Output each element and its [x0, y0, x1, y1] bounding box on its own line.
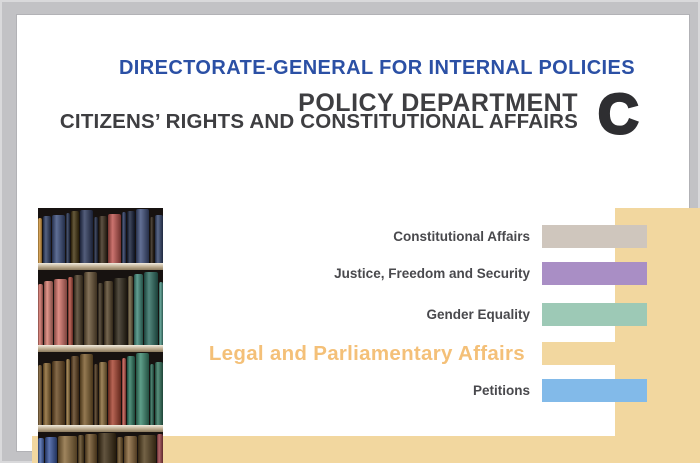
book-spine [73, 274, 83, 345]
policy-department-title: POLICY DEPARTMENT [298, 89, 578, 117]
book-spine [77, 434, 84, 463]
book-spine [53, 279, 68, 345]
book-spine [133, 273, 143, 345]
book-spine [68, 276, 73, 345]
book-spine [80, 209, 93, 263]
book-spine [84, 433, 97, 463]
book-spine [97, 432, 117, 463]
book-spine [149, 216, 154, 263]
directorate-general-heading: DIRECTORATE-GENERAL FOR INTERNAL POLICIE… [118, 57, 635, 79]
book-spine [121, 212, 126, 263]
book-spine [83, 272, 98, 345]
book-spine [154, 361, 163, 425]
citizens-rights-subtitle: CITIZENS’ RIGHTS AND CONSTITUTIONAL AFFA… [59, 110, 578, 133]
book-spine [98, 362, 108, 425]
policy-area-row-highlighted: Legal and Parliamentary Affairs [17, 342, 700, 365]
policy-area-bar [542, 262, 647, 285]
book-spine [108, 360, 121, 425]
book-spine [137, 435, 156, 463]
book-spine [98, 282, 103, 345]
bookshelf-row [38, 270, 163, 345]
policy-area-label: Petitions [472, 383, 530, 398]
book-spine [93, 217, 98, 263]
book-spine [98, 215, 108, 263]
book-spine [71, 211, 80, 263]
book-spine [124, 436, 137, 463]
book-spine [43, 281, 53, 345]
book-spine [80, 354, 93, 425]
policy-area-label: Constitutional Affairs [393, 229, 530, 244]
book-spine [117, 437, 124, 463]
book-spine [45, 436, 58, 463]
book-spine [126, 355, 136, 425]
bookshelf-row [38, 208, 163, 263]
policy-area-bar [542, 225, 647, 248]
policy-area-bar [542, 342, 647, 365]
book-spine [43, 362, 52, 425]
shelf-board [38, 263, 163, 270]
book-spine [108, 214, 121, 263]
book-spine [156, 434, 163, 463]
bookshelf-row [38, 432, 163, 463]
book-spine [65, 358, 71, 425]
beige-vertical-stripe [615, 208, 700, 463]
policy-area-row: Constitutional Affairs [17, 225, 700, 248]
book-spine [143, 271, 158, 345]
policy-area-bar [542, 303, 647, 326]
book-spine [136, 209, 149, 263]
book-spine [93, 364, 98, 425]
book-spine [71, 356, 80, 425]
policy-area-bar [542, 379, 647, 402]
book-spine [149, 363, 154, 425]
shelf-board [38, 425, 163, 432]
cover-page: Constitutional Affairs Justice, Freedom … [17, 15, 700, 463]
book-spine [128, 276, 133, 345]
book-spine [38, 217, 43, 263]
book-spine [121, 357, 126, 425]
book-spine [38, 365, 43, 425]
policy-area-label: Justice, Freedom and Security [334, 266, 530, 281]
bookshelf-row [38, 352, 163, 425]
book-spine [126, 210, 136, 263]
book-spine [52, 360, 65, 425]
book-spine [58, 435, 77, 463]
book-spine [103, 280, 113, 345]
book-spine [43, 216, 52, 263]
policy-area-label-highlighted: Legal and Parliamentary Affairs [208, 341, 525, 365]
book-spine [158, 282, 163, 345]
policy-area-label: Gender Equality [426, 307, 530, 322]
policy-area-row: Gender Equality [17, 303, 700, 326]
book-spine [38, 283, 43, 345]
book-spine [136, 353, 149, 425]
bookshelf-image [38, 208, 163, 463]
book-spine [154, 215, 163, 263]
policy-area-row: Petitions [17, 379, 700, 402]
book-spine [38, 437, 45, 463]
shelf-board [38, 345, 163, 352]
book-spine [113, 278, 128, 345]
book-spine [52, 214, 65, 263]
department-letter-c: C [596, 82, 639, 145]
book-spine [65, 212, 71, 263]
policy-area-row: Justice, Freedom and Security [17, 262, 700, 285]
